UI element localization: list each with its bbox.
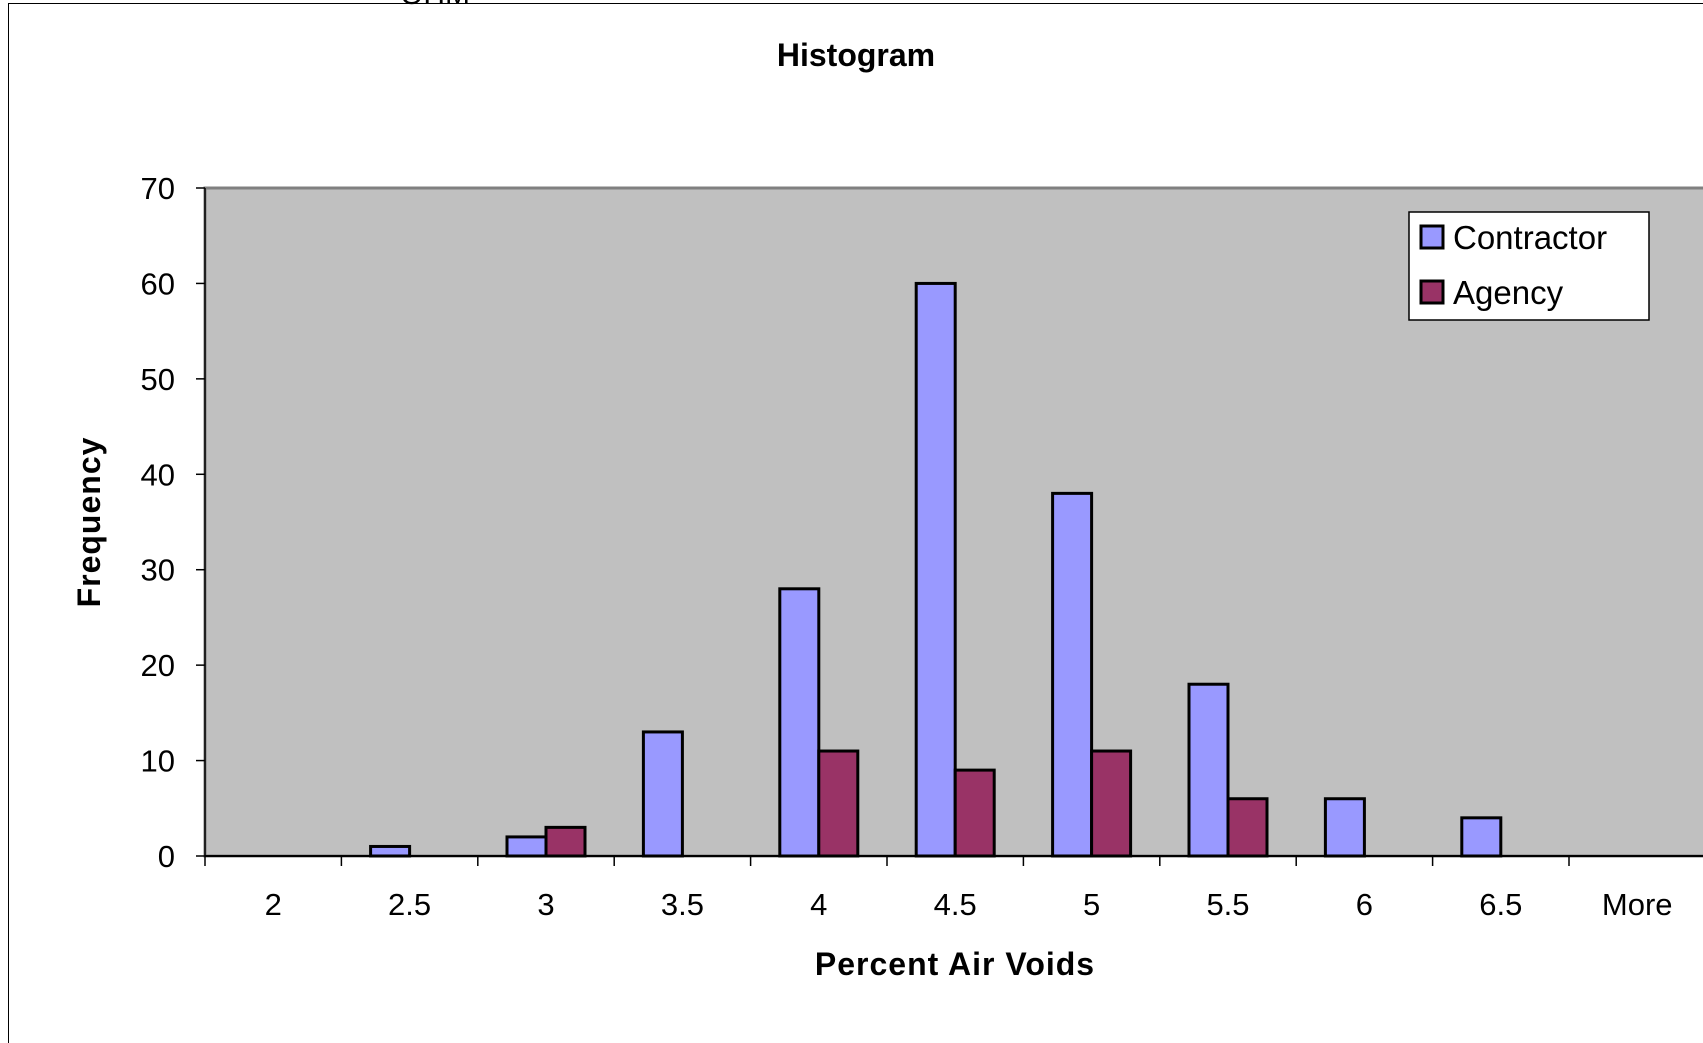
y-tick-label: 40: [141, 457, 175, 492]
bar-agency-4: [817, 749, 860, 858]
y-tick-label: 30: [141, 553, 175, 588]
x-tick-label: 5.5: [1206, 887, 1249, 922]
x-axis-title: Percent Air Voids: [815, 946, 1095, 982]
bar-contractor-4.5: [914, 281, 957, 858]
x-tick-label: 2.5: [388, 887, 431, 922]
bar-contractor-6: [1323, 797, 1366, 858]
y-tick-label: 20: [141, 648, 175, 683]
bar-contractor-6.5: [1460, 816, 1503, 858]
x-tick-label: 2: [265, 887, 282, 922]
x-tick-label: 4: [810, 887, 827, 922]
bar-contractor-5: [1051, 491, 1094, 858]
bar-contractor-2.5: [369, 844, 412, 858]
bar-contractor-5.5: [1187, 682, 1230, 858]
bar-contractor-4: [778, 587, 821, 858]
y-tick-label: 10: [141, 744, 175, 779]
y-tick-label: 60: [141, 266, 175, 301]
legend: Contractor Agency: [1408, 211, 1650, 321]
bar-agency-5: [1090, 749, 1133, 858]
x-axis: 2 2.5 3 3.5 4 4.5 5 5.5 6 6.5 More: [204, 855, 1703, 922]
bar-agency-3: [544, 825, 587, 858]
legend-label-contractor: Contractor: [1453, 219, 1607, 256]
legend-swatch-contractor: [1419, 224, 1445, 250]
x-tick-label: More: [1602, 887, 1673, 922]
bars-group: [369, 281, 1503, 858]
legend-swatch-agency: [1419, 279, 1445, 305]
x-tick-label: 6: [1356, 887, 1373, 922]
bar-agency-4.5: [953, 768, 996, 858]
bar-contractor-3: [505, 835, 548, 858]
x-tick-label: 6.5: [1479, 887, 1522, 922]
bar-agency-5.5: [1226, 797, 1269, 858]
x-tick-label: 3: [537, 887, 554, 922]
x-tick-label: 5: [1083, 887, 1100, 922]
y-tick-label: 70: [141, 171, 175, 206]
y-axis-title: Frequency: [71, 437, 107, 608]
chart-title: Histogram: [777, 37, 935, 73]
x-tick-label: 4.5: [934, 887, 977, 922]
y-tick-label: 0: [158, 839, 175, 874]
y-tick-label: 50: [141, 362, 175, 397]
chart-frame: [8, 3, 1703, 1043]
legend-box: [1408, 211, 1650, 321]
y-axis: 0 10 20 30 40 50 60 70: [141, 171, 206, 874]
legend-label-agency: Agency: [1453, 274, 1564, 311]
clipped-header-text: OHM: [400, 0, 470, 12]
bar-contractor-3.5: [641, 730, 684, 858]
x-tick-label: 3.5: [661, 887, 704, 922]
